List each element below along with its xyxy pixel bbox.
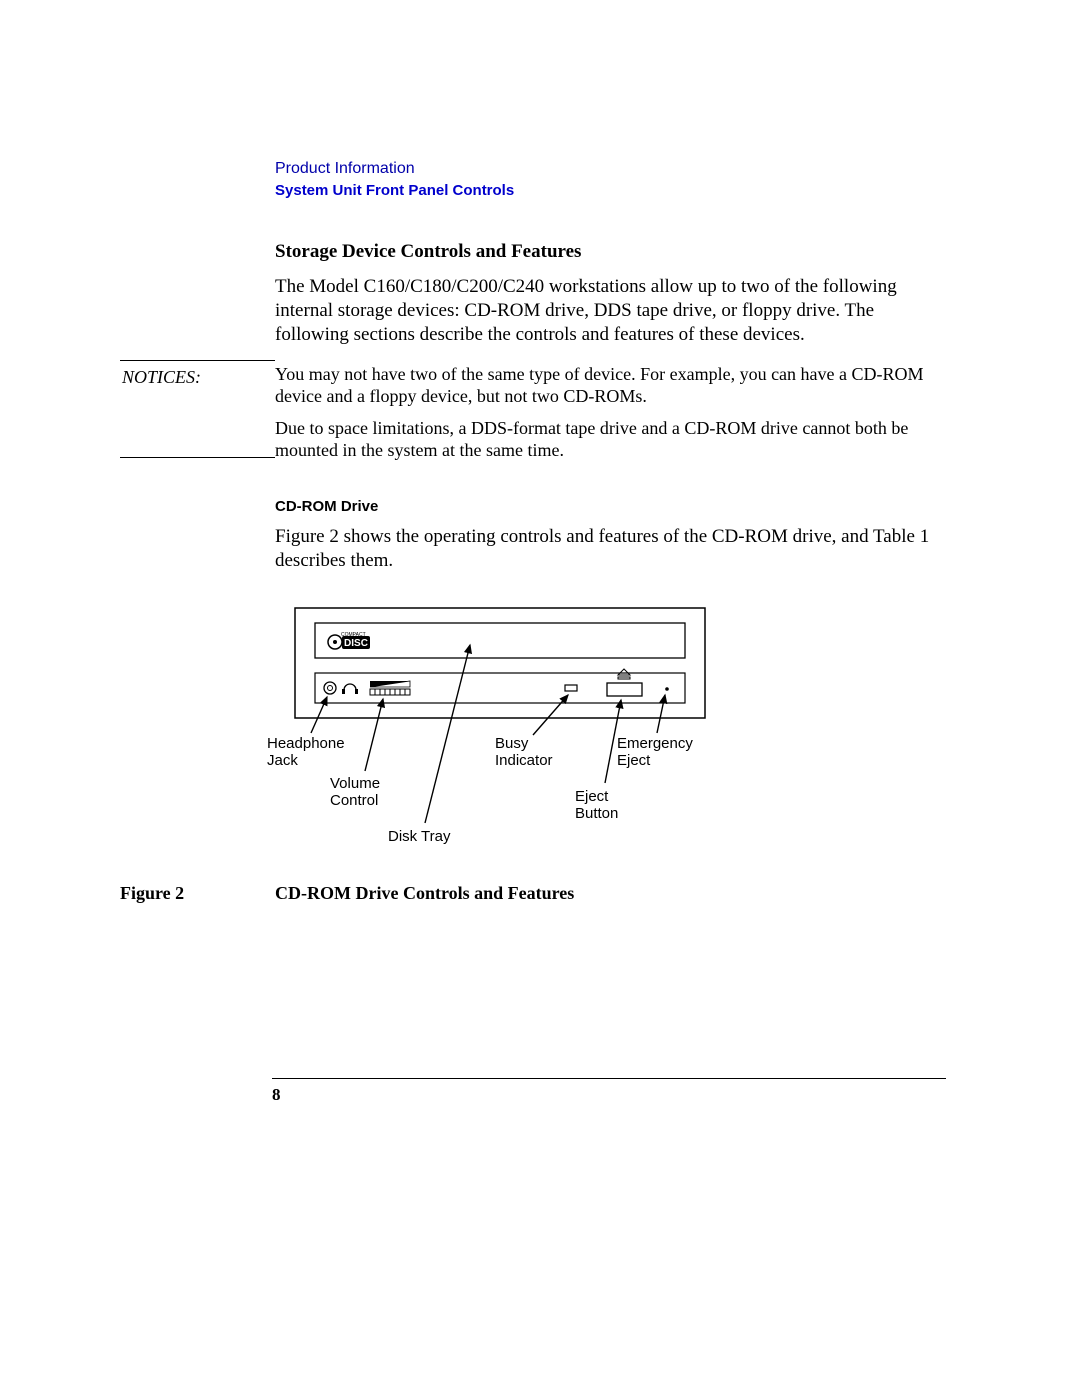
running-header-section: System Unit Front Panel Controls	[275, 182, 950, 199]
notices-sidebar: NOTICES:	[120, 360, 275, 458]
disc-logo-text: DISC	[344, 638, 368, 649]
document-page: Product Information System Unit Front Pa…	[0, 0, 1080, 1397]
notices-para-1: You may not have two of the same type of…	[275, 364, 930, 408]
label-eject-button: Eject Button	[575, 788, 618, 823]
busy-indicator-icon	[565, 685, 577, 691]
section-heading: Storage Device Controls and Features	[275, 241, 950, 263]
intro-paragraph: The Model C160/C180/C200/C240 workstatio…	[275, 275, 930, 346]
figure-number: Figure 2	[120, 883, 275, 904]
figure-cdrom: COMPACT DISC	[275, 603, 950, 883]
figure-caption: Figure 2CD-ROM Drive Controls and Featur…	[120, 883, 950, 904]
body-paragraph-2: Figure 2 shows the operating controls an…	[275, 525, 930, 573]
label-disk-tray: Disk Tray	[388, 828, 451, 845]
label-busy-indicator: Busy Indicator	[495, 735, 553, 770]
subsection-heading: CD-ROM Drive	[275, 498, 950, 515]
page-number: 8	[272, 1085, 281, 1105]
label-headphone-jack: Headphone Jack	[267, 735, 345, 770]
label-volume-control: Volume Control	[330, 775, 380, 810]
cdrom-diagram: COMPACT DISC	[275, 603, 755, 863]
notices-label: NOTICES:	[120, 367, 201, 387]
running-header-chapter: Product Information	[275, 160, 950, 178]
figure-title: CD-ROM Drive Controls and Features	[275, 883, 574, 903]
label-emergency-eject: Emergency Eject	[617, 735, 693, 770]
notices-para-2: Due to space limitations, a DDS-format t…	[275, 418, 930, 462]
notices-content: You may not have two of the same type of…	[275, 360, 950, 472]
emergency-eject-icon	[665, 687, 669, 691]
volume-control-icon	[370, 681, 410, 695]
notices-block: NOTICES: You may not have two of the sam…	[120, 360, 950, 472]
headphones-icon	[342, 684, 358, 694]
footer-rule	[272, 1078, 946, 1079]
